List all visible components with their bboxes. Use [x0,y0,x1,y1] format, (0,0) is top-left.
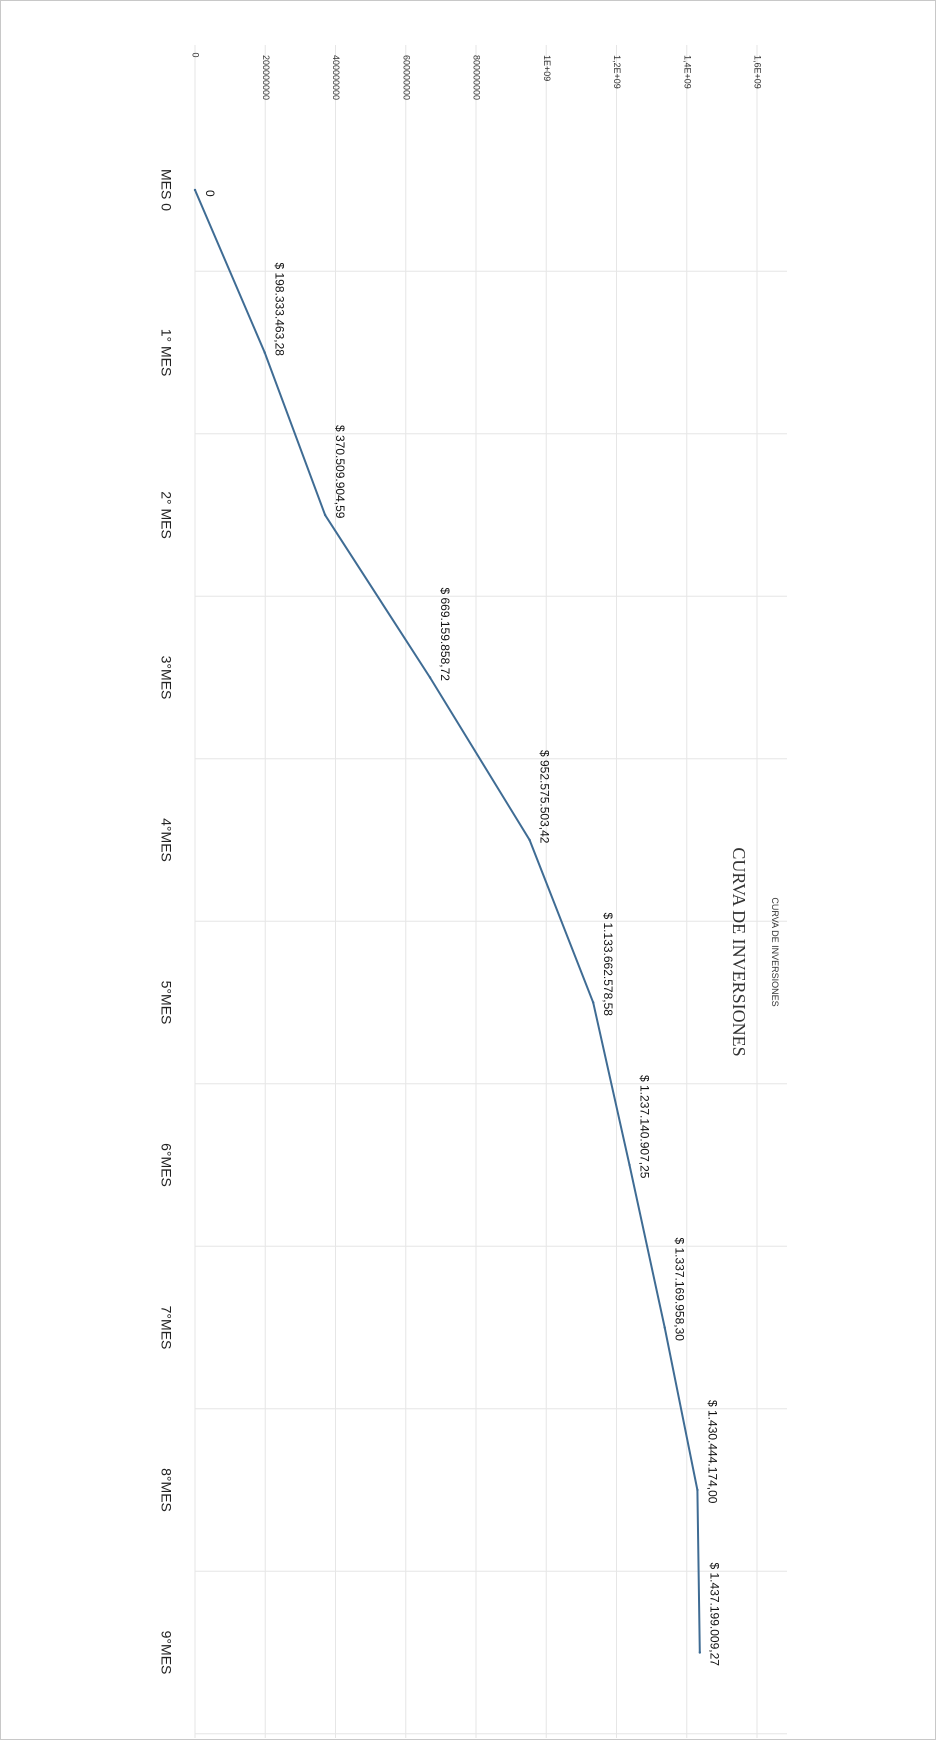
value-tick-group: 400000000 [331,55,341,100]
category-label-group: 4°MES [158,818,174,862]
value-tick-group: 0 [191,52,201,57]
data-label: $ 370.509.904,59 [333,425,347,519]
chart-title: CURVA DE INVERSIONES [729,847,749,1056]
data-label: $ 952.575.503,42 [537,750,551,844]
data-label: $ 1.430.444.174,00 [705,1400,719,1504]
chart-subtitle-group: CURVA DE INVERSIONES [770,897,780,1006]
category-label-group: 8°MES [158,1468,174,1512]
category-label-group: 7°MES [158,1306,174,1350]
chart-title-group: CURVA DE INVERSIONES [729,847,749,1056]
category-label: 4°MES [158,818,174,862]
data-label: $ 1.237.140.907,25 [637,1075,651,1179]
value-tick-group: 1,6E+09 [753,55,763,89]
category-label-group: 3°MES [158,656,174,700]
data-label-group: $ 1.437.199.009,27 [708,1563,722,1667]
category-axis-labels: MES 0 1° MES 2° MES 3°MES 4°MES 5°MES 6°MES 7°M… [158,169,174,1674]
data-point [528,838,531,842]
chart-subtitle: CURVA DE INVERSIONES [770,897,780,1006]
category-label-group: 9°MES [158,1631,174,1675]
data-point [663,1326,666,1329]
category-label-group: MES 0 [158,169,174,211]
value-tick-label: 800000000 [472,55,482,100]
data-point [193,188,197,192]
data-label: $ 1.437.199.009,27 [708,1563,722,1667]
category-label: 7°MES [158,1306,174,1350]
data-label-group: 0 [203,190,217,197]
data-label: $ 1.133.662.578,58 [601,913,615,1017]
data-point [628,1163,631,1167]
data-point [323,513,327,517]
value-tick-group: 800000000 [472,55,482,100]
data-points [193,188,702,1654]
plot-area: 0 200000000 400000000 600000000 800000000 1E+… [158,45,787,1738]
category-label: 6°MES [158,1143,174,1187]
data-label-group: $ 198.333.463,28 [272,263,286,357]
data-point [696,1488,699,1492]
value-tick-group: 1,2E+09 [612,55,622,89]
category-label: 2° MES [158,491,174,539]
category-label-group: 2° MES [158,491,174,539]
category-label: 1° MES [158,329,174,377]
value-tick-label: 1E+09 [542,55,552,81]
series-line [194,189,701,1653]
category-label: 9°MES [158,1631,174,1675]
data-label: 0 [203,190,217,197]
value-tick-group: 1,4E+09 [682,55,692,89]
value-tick-label: 600000000 [401,55,411,100]
data-label-group: $ 370.509.904,59 [333,425,347,519]
grid-lines [194,45,787,1738]
data-label-group: $ 1.237.140.907,25 [637,1075,651,1179]
value-tick-group: 200000000 [261,55,271,100]
plot-background [195,45,787,1738]
category-label: 8°MES [158,1468,174,1512]
data-point [698,1651,702,1654]
value-tick-group: 1E+09 [542,55,552,81]
category-label-group: 5°MES [158,981,174,1025]
data-label-group: $ 669.159.858,72 [438,588,452,682]
data-point [591,1001,595,1004]
value-axis-ticks: 0 200000000 400000000 600000000 800000000 1E+… [191,52,763,100]
data-point [428,676,432,679]
value-tick-group: 600000000 [401,55,411,100]
category-label-group: 6°MES [158,1143,174,1187]
data-point [263,351,266,354]
data-label-group: $ 1.430.444.174,00 [705,1400,719,1504]
data-labels: 0 $ 198.333.463,28 $ 370.509.904,59 $ 669.1… [203,190,722,1666]
data-label: $ 669.159.858,72 [438,588,452,682]
category-label: MES 0 [158,169,174,211]
data-label: $ 198.333.463,28 [272,263,286,357]
data-label-group: $ 1.337.169.958,30 [673,1238,687,1342]
value-tick-label: 400000000 [331,55,341,100]
data-label: $ 1.337.169.958,30 [673,1238,687,1342]
value-tick-label: 1,4E+09 [682,55,692,89]
value-tick-label: 0 [191,52,201,57]
value-tick-label: 1,6E+09 [753,55,763,89]
category-label-group: 1° MES [158,329,174,377]
value-tick-label: 1,2E+09 [612,55,622,89]
category-label: 3°MES [158,656,174,700]
value-tick-label: 200000000 [261,55,271,100]
data-label-group: $ 1.133.662.578,58 [601,913,615,1017]
data-label-group: $ 952.575.503,42 [537,750,551,844]
category-label: 5°MES [158,981,174,1025]
